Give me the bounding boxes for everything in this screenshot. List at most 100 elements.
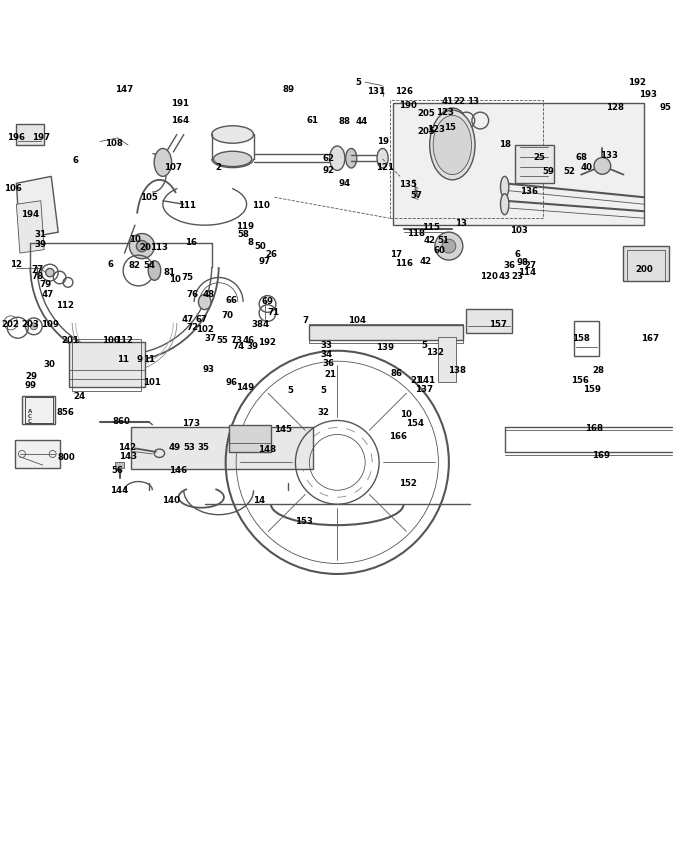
Text: 135: 135 — [400, 180, 417, 189]
Text: 115: 115 — [423, 224, 440, 232]
Text: 193: 193 — [638, 90, 657, 99]
Text: 146: 146 — [169, 466, 188, 475]
Text: 128: 128 — [606, 103, 624, 113]
Text: 13: 13 — [468, 98, 480, 106]
Text: 36: 36 — [323, 359, 335, 368]
Text: 27: 27 — [524, 262, 537, 270]
Circle shape — [130, 234, 155, 259]
Text: 196: 196 — [8, 134, 25, 142]
Text: 6: 6 — [108, 260, 113, 269]
Circle shape — [136, 241, 148, 251]
Text: 38: 38 — [251, 320, 263, 329]
Text: 19: 19 — [377, 137, 389, 146]
Text: 167: 167 — [640, 334, 659, 342]
Text: 118: 118 — [407, 229, 425, 238]
Ellipse shape — [433, 115, 472, 175]
Text: 114: 114 — [518, 268, 536, 278]
Text: 8: 8 — [247, 238, 253, 247]
Text: 42: 42 — [424, 236, 436, 245]
Text: 23: 23 — [511, 272, 523, 281]
Text: 133: 133 — [601, 151, 618, 160]
Text: 92: 92 — [323, 167, 335, 175]
Bar — [116, 463, 124, 468]
Text: 168: 168 — [585, 425, 603, 433]
Text: 190: 190 — [400, 101, 417, 109]
Text: 16: 16 — [185, 238, 197, 247]
Text: 194: 194 — [21, 210, 39, 220]
Text: 131: 131 — [367, 87, 384, 96]
Text: 111: 111 — [178, 201, 196, 210]
Text: 69: 69 — [262, 298, 274, 306]
Text: 136: 136 — [520, 188, 538, 196]
Text: 43: 43 — [498, 272, 511, 281]
Text: 10: 10 — [400, 410, 412, 420]
Text: 21: 21 — [410, 376, 422, 384]
Text: 139: 139 — [376, 343, 393, 352]
Text: 104: 104 — [348, 316, 366, 325]
Bar — [438, 336, 456, 382]
Text: 78: 78 — [32, 272, 43, 281]
Text: 47: 47 — [181, 315, 193, 324]
Text: 112: 112 — [56, 301, 74, 309]
Text: 31: 31 — [35, 230, 47, 240]
Text: 35: 35 — [197, 442, 209, 452]
Text: 54: 54 — [143, 262, 155, 270]
Text: 20: 20 — [139, 243, 151, 252]
Text: 166: 166 — [389, 432, 407, 441]
Text: 42: 42 — [419, 257, 431, 266]
Text: 67: 67 — [195, 315, 207, 324]
Text: 205: 205 — [418, 109, 435, 118]
Text: 140: 140 — [162, 496, 180, 505]
Text: 77: 77 — [32, 265, 43, 273]
Text: 97: 97 — [259, 257, 271, 266]
Text: 34: 34 — [321, 350, 333, 359]
Text: C: C — [27, 414, 32, 419]
Text: 860: 860 — [112, 417, 130, 426]
Text: 39: 39 — [246, 342, 258, 351]
Text: 15: 15 — [444, 123, 456, 132]
Text: 98: 98 — [516, 257, 528, 267]
Text: 4: 4 — [263, 320, 270, 329]
Text: 169: 169 — [592, 451, 610, 460]
Text: 119: 119 — [236, 222, 254, 231]
Text: 105: 105 — [140, 193, 158, 202]
Text: 30: 30 — [44, 360, 56, 369]
Text: 138: 138 — [448, 366, 466, 375]
Text: 55: 55 — [216, 336, 228, 345]
Text: 152: 152 — [400, 479, 417, 488]
Bar — [229, 426, 271, 452]
Text: 50: 50 — [255, 241, 267, 251]
Ellipse shape — [148, 261, 161, 280]
Text: 72: 72 — [186, 323, 198, 332]
Text: 68: 68 — [575, 153, 587, 162]
Text: 95: 95 — [659, 103, 671, 113]
Text: 101: 101 — [144, 378, 161, 387]
Text: 49: 49 — [169, 442, 181, 452]
Text: 205: 205 — [418, 126, 435, 135]
Text: 116: 116 — [395, 259, 412, 268]
Text: 123: 123 — [427, 125, 445, 134]
Ellipse shape — [500, 177, 509, 198]
Text: 10: 10 — [129, 235, 141, 244]
Circle shape — [442, 239, 456, 253]
Text: 56: 56 — [111, 466, 123, 475]
Text: 22: 22 — [454, 98, 466, 106]
Text: 76: 76 — [187, 290, 199, 299]
Text: 5: 5 — [356, 77, 361, 87]
Text: 197: 197 — [32, 134, 50, 142]
Text: 79: 79 — [40, 280, 52, 289]
Text: 159: 159 — [583, 384, 601, 394]
Text: 86: 86 — [391, 368, 402, 378]
Text: 58: 58 — [237, 230, 249, 239]
Text: 107: 107 — [164, 163, 182, 172]
Ellipse shape — [330, 146, 345, 171]
Text: 88: 88 — [338, 118, 350, 126]
Text: 158: 158 — [573, 334, 590, 342]
Text: 94: 94 — [338, 179, 350, 188]
Text: 39: 39 — [35, 241, 47, 249]
Text: 33: 33 — [321, 341, 332, 350]
Text: 52: 52 — [563, 167, 575, 176]
Text: 46: 46 — [243, 336, 255, 345]
Text: C: C — [27, 419, 32, 424]
Circle shape — [435, 232, 463, 260]
